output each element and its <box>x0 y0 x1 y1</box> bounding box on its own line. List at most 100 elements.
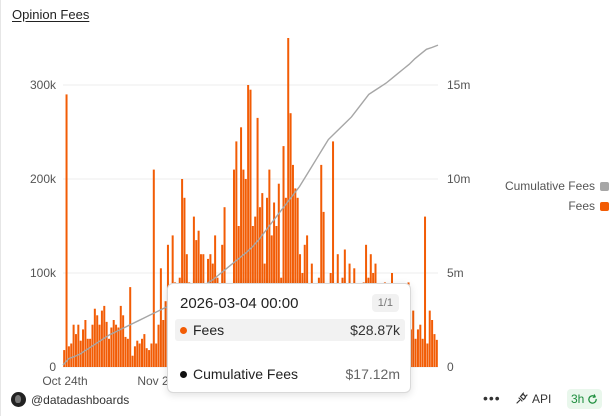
fees-bar[interactable] <box>242 169 245 367</box>
brand-label: @datadashboards <box>31 392 130 407</box>
fees-bar[interactable] <box>126 338 129 367</box>
fees-bar[interactable] <box>289 113 292 367</box>
fees-bar[interactable] <box>150 343 153 368</box>
api-button[interactable]: API <box>514 392 551 406</box>
fees-bar[interactable] <box>296 197 299 367</box>
fees-bar[interactable] <box>232 169 235 367</box>
refresh-interval-badge[interactable]: 3h <box>567 389 603 409</box>
legend-swatch-fees <box>600 201 609 211</box>
fees-bar[interactable] <box>416 329 419 367</box>
legend-label-cumulative-fees: Cumulative Fees <box>504 179 595 193</box>
fees-bar[interactable] <box>435 339 438 367</box>
fees-bar[interactable] <box>332 141 335 367</box>
legend-item-cumulative-fees[interactable]: Cumulative Fees <box>505 179 609 193</box>
refresh-label: 3h <box>571 392 585 406</box>
fees-bar[interactable] <box>433 334 436 367</box>
fees-bar[interactable] <box>96 315 99 367</box>
fees-bar[interactable] <box>183 197 186 367</box>
fees-bar[interactable] <box>284 197 287 367</box>
legend-swatch-cumulative-fees <box>600 181 609 191</box>
y-left-tick-label: 0 <box>49 360 56 374</box>
fees-bar[interactable] <box>266 197 269 367</box>
fees-bar[interactable] <box>249 89 252 367</box>
fees-bar[interactable] <box>72 324 75 367</box>
fees-bar[interactable] <box>424 216 427 367</box>
fees-bar[interactable] <box>117 327 120 367</box>
fees-bar[interactable] <box>103 305 106 367</box>
fees-bar[interactable] <box>131 355 134 367</box>
fees-bar[interactable] <box>107 338 110 367</box>
fees-bar[interactable] <box>157 324 160 367</box>
chart-title[interactable]: Opinion Fees <box>12 7 90 22</box>
fees-bar[interactable] <box>145 348 148 367</box>
chart-tooltip: 2026-03-04 00:00 1/1 Fees $28.87k Cumula… <box>167 283 411 393</box>
fees-bar[interactable] <box>98 324 101 367</box>
fees-bar[interactable] <box>162 320 165 367</box>
fees-bar[interactable] <box>287 38 290 367</box>
fees-bar[interactable] <box>100 310 103 367</box>
tooltip-label-fees: Fees <box>193 322 225 338</box>
fees-bar[interactable] <box>143 334 146 367</box>
fees-bar[interactable] <box>89 338 92 367</box>
fees-bar[interactable] <box>419 324 422 367</box>
fees-bar[interactable] <box>138 343 141 368</box>
tooltip-dot-fees <box>180 326 187 334</box>
fees-bar[interactable] <box>67 346 70 367</box>
fees-bar[interactable] <box>426 343 429 368</box>
fees-bar[interactable] <box>129 287 132 367</box>
fees-bar[interactable] <box>93 308 96 367</box>
fees-bar[interactable] <box>133 346 136 367</box>
fees-bar[interactable] <box>159 268 162 367</box>
tooltip-value-fees: $28.87k <box>350 322 400 338</box>
fees-bar[interactable] <box>247 85 250 367</box>
fees-bar[interactable] <box>63 350 66 367</box>
fees-bar[interactable] <box>294 188 297 367</box>
fees-bar[interactable] <box>112 320 115 367</box>
fees-bar[interactable] <box>86 338 89 367</box>
fees-bar[interactable] <box>115 324 118 367</box>
legend-item-fees[interactable]: Fees <box>568 199 609 213</box>
tooltip-value-cumulative-fees: $17.12m <box>345 366 400 382</box>
fees-bar[interactable] <box>421 338 424 367</box>
fees-bar[interactable] <box>268 169 271 367</box>
fees-bar[interactable] <box>65 94 68 368</box>
fees-bar[interactable] <box>235 141 238 367</box>
fees-bar[interactable] <box>141 338 144 367</box>
fees-bar[interactable] <box>74 334 77 367</box>
fees-bar[interactable] <box>282 146 285 367</box>
fees-bar[interactable] <box>431 320 434 367</box>
fees-bar[interactable] <box>82 329 85 367</box>
fees-bar[interactable] <box>155 343 158 368</box>
fees-bar[interactable] <box>256 117 259 368</box>
fees-bar[interactable] <box>70 343 73 368</box>
refresh-icon <box>588 393 598 404</box>
tooltip-label-cumulative-fees: Cumulative Fees <box>193 366 299 382</box>
api-label: API <box>532 392 552 406</box>
fees-bar[interactable] <box>148 350 151 367</box>
fees-bar[interactable] <box>414 338 417 367</box>
fees-bar[interactable] <box>244 179 247 367</box>
fees-bar[interactable] <box>124 336 127 367</box>
fees-bar[interactable] <box>277 183 280 367</box>
fees-bar[interactable] <box>119 305 122 367</box>
fees-bar[interactable] <box>240 127 243 367</box>
fees-bar[interactable] <box>164 301 167 367</box>
y-right-tick-label: 0 <box>447 360 454 374</box>
fees-bar[interactable] <box>261 193 264 367</box>
fees-bar[interactable] <box>181 179 184 367</box>
fees-bar[interactable] <box>152 169 155 367</box>
fees-bar[interactable] <box>291 164 294 367</box>
tooltip-row-fees: Fees $28.87k <box>175 319 405 341</box>
fees-bar[interactable] <box>122 315 125 367</box>
brand-link[interactable]: @datadashboards <box>11 392 129 407</box>
fees-bar[interactable] <box>77 324 80 367</box>
fees-bar[interactable] <box>428 310 431 367</box>
fees-bar[interactable] <box>412 310 415 367</box>
fees-bar[interactable] <box>320 164 323 367</box>
fees-bar[interactable] <box>105 321 108 367</box>
fees-bar[interactable] <box>110 327 113 367</box>
fees-bar[interactable] <box>136 340 139 367</box>
more-options-button[interactable]: ••• <box>483 390 501 406</box>
fees-bar[interactable] <box>84 320 87 367</box>
